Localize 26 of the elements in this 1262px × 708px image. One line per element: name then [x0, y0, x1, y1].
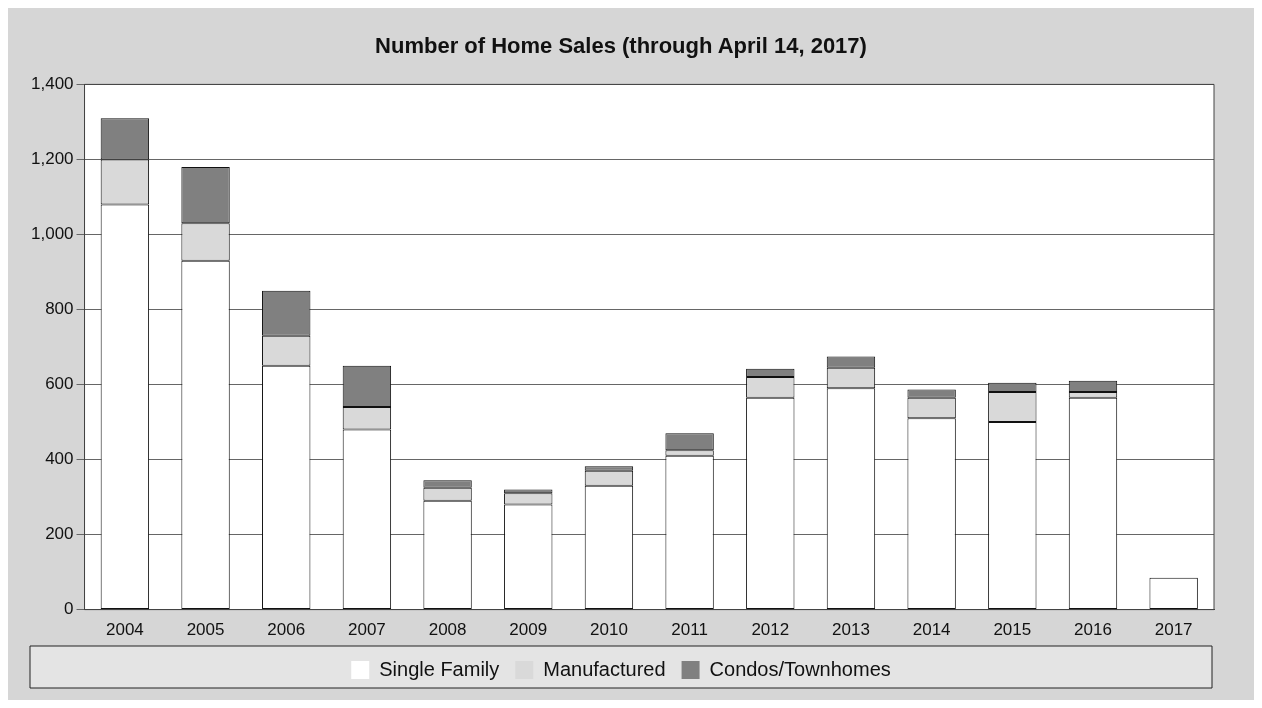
x-tick-label: 2008: [428, 620, 467, 640]
legend-label: Condos/Townhomes: [709, 657, 891, 680]
y-tick-label: 1,000: [30, 224, 74, 244]
x-tick-label: 2016: [1074, 620, 1112, 640]
y-tick-label: 200: [45, 524, 74, 544]
chart-title: Number of Home Sales (through April 14, 2017): [375, 33, 867, 59]
y-tick-label: 400: [45, 449, 74, 469]
x-tick-label: 2011: [671, 620, 708, 640]
x-tick-label: 2004: [105, 620, 144, 640]
x-tick-label: 2005: [186, 620, 225, 640]
y-tick-label: 600: [45, 374, 74, 394]
legend-label: Manufactured: [543, 657, 666, 680]
y-tick-label: 0: [64, 599, 74, 619]
y-tick-label: 1,200: [30, 149, 74, 169]
y-tick-label: 1,400: [30, 74, 74, 94]
x-tick-label: 2006: [267, 620, 306, 640]
x-tick-label: 2017: [1154, 620, 1193, 640]
x-tick-label: 2014: [912, 620, 951, 640]
x-tick-label: 2010: [590, 620, 628, 640]
x-tick-label: 2015: [993, 620, 1032, 640]
x-tick-label: 2009: [509, 620, 548, 640]
y-tick-label: 800: [45, 299, 74, 319]
x-tick-label: 2012: [751, 620, 790, 640]
legend-label: Single Family: [379, 657, 500, 680]
x-tick-label: 2013: [832, 620, 870, 640]
x-tick-label: 2007: [347, 620, 386, 640]
